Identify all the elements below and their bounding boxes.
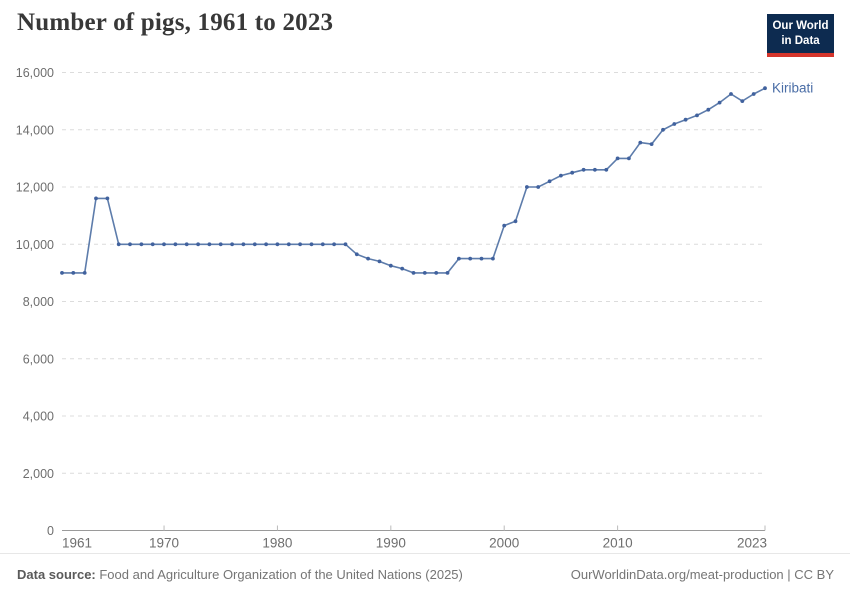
data-point[interactable] [638,140,643,145]
x-tick-label: 1990 [376,536,406,551]
data-point[interactable] [695,113,699,118]
chart-title: Number of pigs, 1961 to 2023 [17,9,334,36]
data-point[interactable] [366,256,370,261]
data-point[interactable] [82,271,87,275]
y-tick-label: 6,000 [23,352,54,366]
data-point[interactable] [94,196,98,201]
data-point[interactable] [400,266,405,271]
logo-line-1: Our World [772,20,829,32]
data-point[interactable] [173,242,178,247]
y-tick-label: 16,000 [16,66,54,80]
data-point[interactable] [536,185,541,189]
data-point[interactable] [604,167,609,172]
data-point[interactable] [196,242,201,247]
data-point[interactable] [184,242,189,247]
y-tick-label: 14,000 [16,123,54,137]
data-point[interactable] [60,271,64,275]
line-chart[interactable]: 0 2,000 4,000 6,000 8,000 10,000 12,000 14,000 1… [0,55,850,555]
data-point[interactable] [468,256,473,261]
data-point[interactable] [139,242,144,247]
data-point[interactable] [627,156,631,161]
data-point[interactable] [71,271,76,275]
data-point[interactable] [422,271,427,275]
y-tick-label: 2,000 [23,467,54,481]
data-point[interactable] [411,271,416,275]
data-point[interactable] [502,223,507,228]
logo-line-2: in Data [781,34,820,47]
data-point[interactable] [275,242,280,247]
chart-footer: Data source: Food and Agriculture Organi… [0,553,850,600]
data-point[interactable] [207,242,212,247]
x-tick-label: 1970 [149,536,179,551]
data-point[interactable] [343,242,348,247]
y-tick-label: 0 [47,524,54,538]
x-tick-label: 1980 [262,536,292,551]
data-point[interactable] [218,242,223,247]
series-line-kiribati[interactable] [61,87,766,274]
y-tick-label: 8,000 [23,295,54,309]
data-point[interactable] [162,242,166,247]
data-point[interactable] [751,92,756,96]
data-point[interactable] [559,173,563,178]
data-point[interactable] [547,179,552,184]
attribution: OurWorldinData.org/meat-production | CC … [570,567,834,582]
data-point[interactable] [593,167,597,172]
series-label-kiribati[interactable]: Kiribati [772,81,813,96]
data-point[interactable] [309,242,314,247]
data-point[interactable] [332,242,336,247]
y-tick-label: 4,000 [23,410,54,424]
data-point[interactable] [615,156,620,161]
data-point[interactable] [264,242,268,247]
x-tick-label: 2000 [489,536,519,551]
data-point[interactable] [717,100,722,105]
data-source-text: Food and Agriculture Organization of the… [95,567,463,582]
data-point[interactable] [150,242,155,247]
data-point[interactable] [661,127,665,132]
x-tick-label: 1961 [62,536,92,551]
data-point[interactable] [241,242,246,247]
data-point[interactable] [581,167,586,172]
owid-logo: Our World in Data [767,14,834,57]
data-point[interactable] [729,92,733,96]
data-source: Data source: Food and Agriculture Organi… [17,567,463,600]
data-source-label: Data source: [17,567,96,582]
x-tick-label: 2023 [737,536,767,551]
data-point[interactable] [377,259,382,264]
y-tick-label: 12,000 [16,181,54,195]
data-point[interactable] [706,107,711,112]
data-point[interactable] [763,86,767,91]
data-point[interactable] [388,263,393,268]
y-tick-label: 10,000 [16,238,54,252]
data-point[interactable] [230,242,235,247]
data-point[interactable] [128,242,132,247]
data-point[interactable] [105,196,110,201]
data-point[interactable] [649,142,654,146]
data-point[interactable] [672,122,677,126]
data-point[interactable] [354,252,359,257]
data-point[interactable] [116,242,121,247]
data-point[interactable] [513,219,518,224]
data-point[interactable] [491,256,495,261]
data-point[interactable] [525,185,529,189]
data-point[interactable] [740,99,745,103]
data-point[interactable] [570,170,575,175]
data-point[interactable] [479,256,484,261]
data-point[interactable] [320,242,325,247]
x-tick-label: 2010 [603,536,633,551]
data-point[interactable] [683,117,688,122]
data-point[interactable] [445,271,450,275]
data-point[interactable] [298,242,302,247]
data-point[interactable] [434,271,439,275]
data-point[interactable] [457,256,461,261]
data-point[interactable] [286,242,291,247]
data-point[interactable] [252,242,257,247]
